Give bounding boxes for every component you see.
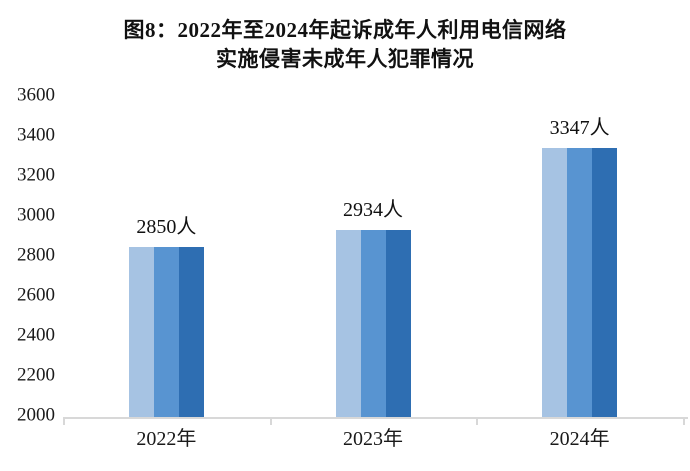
x-axis-tick [269, 419, 272, 425]
bar-2024 [542, 147, 618, 417]
x-axis-line [63, 417, 688, 419]
x-axis-tick [63, 419, 65, 425]
y-axis-tick-label: 3200 [17, 164, 55, 186]
y-axis-tick-label: 2000 [17, 404, 55, 426]
x-axis-tick [476, 419, 479, 425]
y-axis-tick-label: 3000 [17, 204, 55, 226]
y-axis-tick-label: 2400 [17, 324, 55, 346]
x-axis-category-label-2022: 2022年 [136, 428, 197, 450]
chart-title-line1: 图8：2022年至2024年起诉成年人利用电信网络 [123, 18, 567, 42]
bar-value-label-2023: 2934人 [343, 199, 403, 222]
bar-value-label-2022: 2850人 [136, 216, 197, 238]
y-axis-tick-label: 2200 [17, 364, 55, 386]
y-axis-tick-label: 2800 [17, 244, 55, 266]
chart-title: 图8：2022年至2024年起诉成年人利用电信网络 实施侵害未成年人犯罪情况 [0, 16, 690, 74]
x-axis-category-label-2023: 2023年 [343, 428, 403, 450]
y-axis-tick-label: 3600 [17, 84, 55, 106]
bar-2023 [335, 230, 411, 417]
y-axis-tick-label: 2600 [17, 284, 55, 306]
y-axis-tick-label: 3400 [17, 124, 55, 146]
chart-title-line2: 实施侵害未成年人犯罪情况 [216, 47, 474, 71]
x-axis-tick [683, 419, 685, 425]
x-axis-category-label-2024: 2024年 [549, 428, 610, 450]
bar-value-label-2024: 3347人 [549, 116, 610, 139]
bar-2022 [128, 247, 204, 417]
